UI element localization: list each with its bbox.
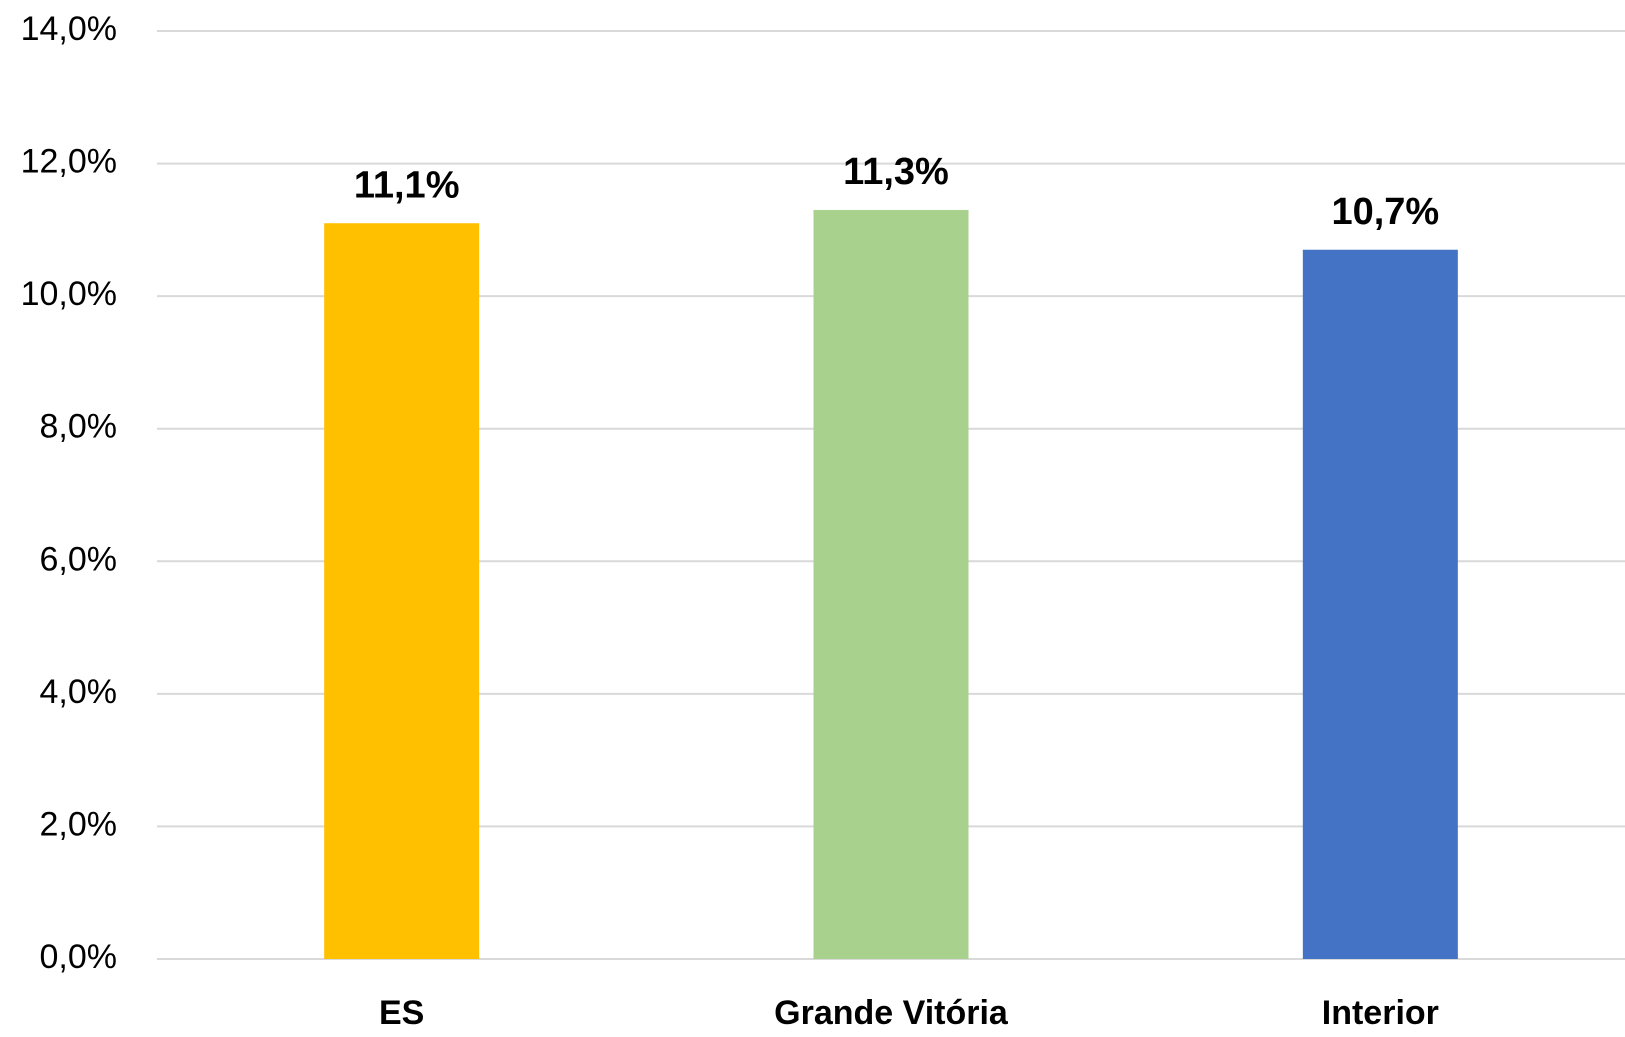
y-tick-label: 8,0% xyxy=(40,408,118,446)
y-tick-label: 0,0% xyxy=(40,938,118,976)
data-label: 10,7% xyxy=(1331,191,1439,233)
x-tick-label: Grande Vitória xyxy=(774,994,1009,1032)
bar xyxy=(1302,249,1458,959)
bar xyxy=(324,223,480,959)
y-tick-label: 10,0% xyxy=(21,275,117,313)
y-tick-label: 6,0% xyxy=(40,540,118,578)
y-tick-label: 14,0% xyxy=(21,10,117,48)
x-tick-label: ES xyxy=(379,994,424,1032)
data-label: 11,3% xyxy=(843,151,949,193)
data-label: 11,1% xyxy=(354,164,460,206)
bar xyxy=(813,209,969,959)
y-tick-label: 2,0% xyxy=(40,805,118,843)
y-tick-label: 4,0% xyxy=(40,673,118,711)
x-tick-label: Interior xyxy=(1322,994,1439,1032)
y-tick-label: 12,0% xyxy=(21,143,117,181)
